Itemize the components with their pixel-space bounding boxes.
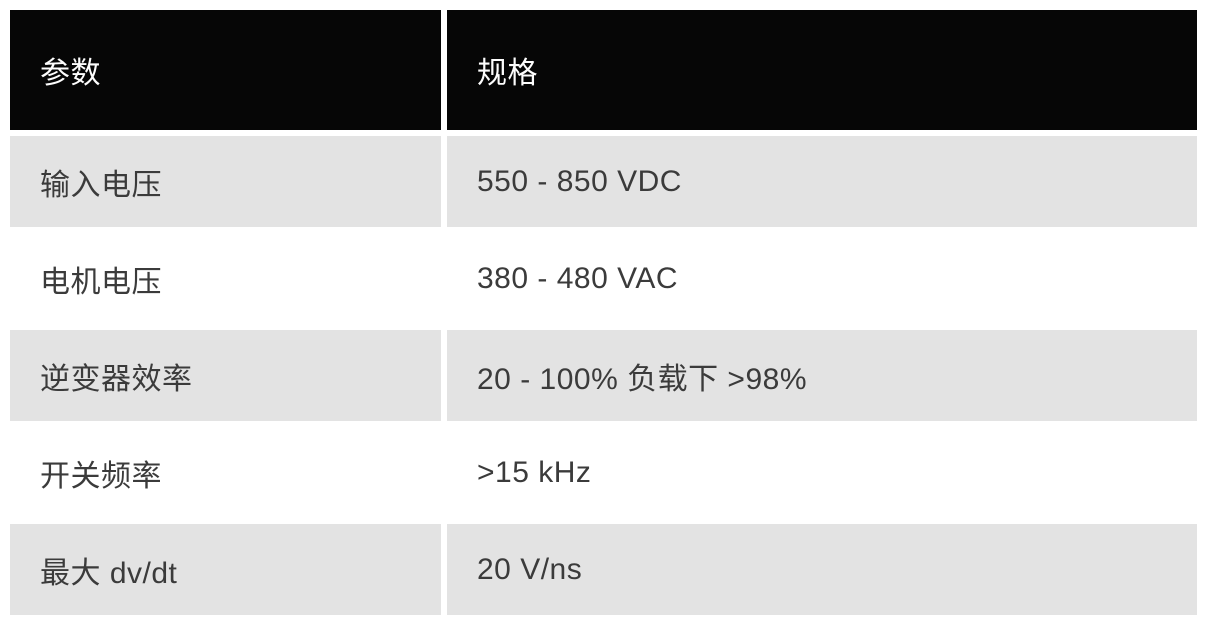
specification-cell: 550 - 850 VDC <box>447 136 1197 227</box>
parameter-cell: 最大 dv/dt <box>10 524 441 615</box>
specification-cell: 20 V/ns <box>447 524 1197 615</box>
parameter-cell: 逆变器效率 <box>10 330 441 421</box>
specification-cell: 20 - 100% 负载下 >98% <box>447 330 1197 421</box>
specification-cell: >15 kHz <box>447 427 1197 518</box>
table-row: 开关频率 >15 kHz <box>10 427 1197 518</box>
table-row: 最大 dv/dt 20 V/ns <box>10 524 1197 615</box>
table-header-row: 参数 规格 <box>10 10 1197 130</box>
specifications-table: 参数 规格 输入电压 550 - 850 VDC 电机电压 380 - 480 … <box>10 10 1197 621</box>
column-header-parameter: 参数 <box>10 10 441 130</box>
column-header-specification: 规格 <box>447 10 1197 130</box>
parameter-cell: 输入电压 <box>10 136 441 227</box>
table-row: 电机电压 380 - 480 VAC <box>10 233 1197 324</box>
table-row: 输入电压 550 - 850 VDC <box>10 136 1197 227</box>
table-row: 逆变器效率 20 - 100% 负载下 >98% <box>10 330 1197 421</box>
parameter-cell: 电机电压 <box>10 233 441 324</box>
parameter-cell: 开关频率 <box>10 427 441 518</box>
specification-cell: 380 - 480 VAC <box>447 233 1197 324</box>
